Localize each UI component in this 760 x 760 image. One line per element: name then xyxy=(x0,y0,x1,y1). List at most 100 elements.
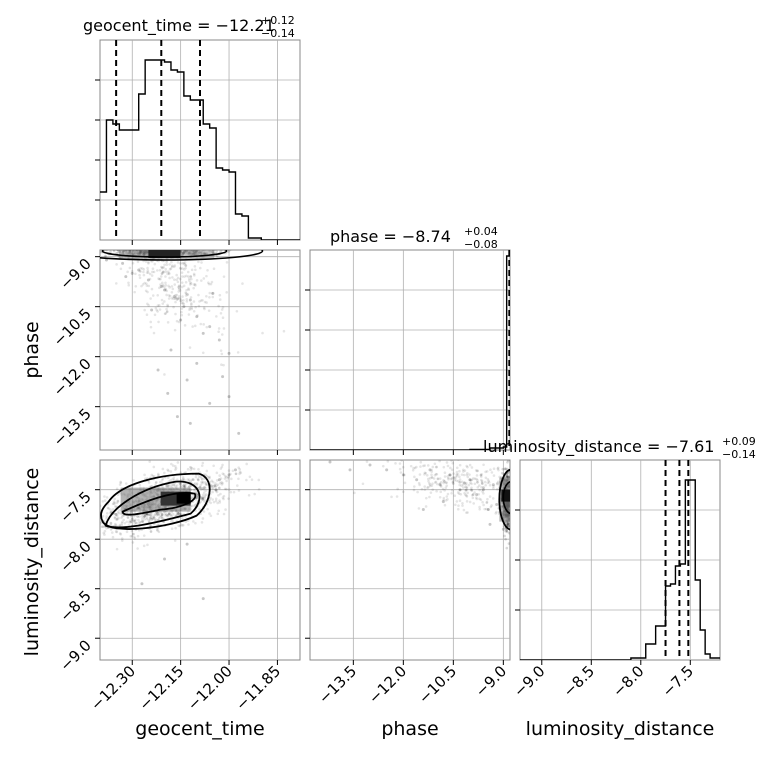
sample-point xyxy=(481,490,484,493)
sample-point xyxy=(192,520,195,523)
sample-point xyxy=(475,496,478,499)
sample-point xyxy=(218,501,222,504)
sample-point xyxy=(205,325,209,329)
sample-point xyxy=(179,512,183,516)
sample-point xyxy=(165,310,169,313)
sample-point xyxy=(174,296,178,300)
sample-point xyxy=(165,514,169,518)
sample-point xyxy=(426,477,430,481)
sample-point xyxy=(138,269,142,273)
contour-line xyxy=(502,480,510,515)
sample-point xyxy=(145,282,148,285)
sample-point xyxy=(152,515,156,518)
sample-point xyxy=(193,265,197,268)
sample-point xyxy=(171,246,174,249)
sample-point xyxy=(165,247,168,250)
sample-point xyxy=(442,496,446,500)
sample-point xyxy=(237,466,241,469)
sample-point xyxy=(182,457,185,460)
sample-point xyxy=(150,473,154,477)
sample-point xyxy=(174,466,178,470)
sample-point xyxy=(205,483,209,486)
x-tick-label: −12.15 xyxy=(135,662,187,714)
sample-point xyxy=(200,464,204,467)
sample-point xyxy=(210,479,214,483)
sample-point xyxy=(170,260,173,264)
sample-point xyxy=(134,284,138,288)
sample-point xyxy=(447,477,450,481)
sample-point xyxy=(148,246,151,249)
sample-point xyxy=(172,295,176,299)
sample-point xyxy=(190,268,194,272)
sample-point xyxy=(165,307,168,311)
sample-point xyxy=(214,499,218,503)
sample-point xyxy=(505,546,509,550)
sample-point xyxy=(426,464,430,467)
sample-point xyxy=(438,483,442,487)
sample-point xyxy=(178,277,182,281)
sample-point xyxy=(162,270,165,273)
sample-point xyxy=(504,537,507,541)
sample-point xyxy=(177,286,181,290)
sample-point xyxy=(166,303,169,307)
sample-point xyxy=(97,250,100,253)
sample-point xyxy=(114,282,118,285)
sample-point xyxy=(132,247,135,250)
sample-point xyxy=(85,526,88,529)
sample-point xyxy=(485,501,489,504)
sample-point xyxy=(192,272,196,276)
sample-point xyxy=(461,483,465,486)
sample-point xyxy=(444,481,448,485)
sample-point xyxy=(179,482,182,486)
sample-point xyxy=(164,270,168,274)
sample-point xyxy=(143,281,146,285)
sample-point xyxy=(115,250,119,251)
sample-point xyxy=(474,469,478,472)
sample-point xyxy=(115,263,118,266)
sample-point xyxy=(217,327,221,330)
sample-point xyxy=(507,542,510,545)
sample-point xyxy=(120,246,123,249)
sample-point xyxy=(135,521,138,525)
sample-point xyxy=(184,294,188,297)
sample-point xyxy=(116,500,120,503)
x-axis-label-geocent-time: geocent_time xyxy=(135,718,264,740)
sample-point xyxy=(190,303,193,307)
sample-point xyxy=(176,512,180,516)
sample-point xyxy=(211,480,215,484)
sample-point xyxy=(186,293,189,297)
sample-point xyxy=(452,477,455,480)
sample-point xyxy=(160,281,164,285)
sample-point xyxy=(178,266,182,270)
sample-point xyxy=(505,529,509,533)
sample-point xyxy=(152,270,156,274)
sample-point xyxy=(184,291,188,294)
sample-point xyxy=(147,518,150,522)
sample-point xyxy=(460,480,464,484)
sample-point xyxy=(113,501,117,505)
sample-point xyxy=(435,472,439,476)
sample-point xyxy=(163,288,167,292)
sample-point xyxy=(176,261,180,264)
sample-point xyxy=(170,462,173,466)
sample-point xyxy=(121,520,124,524)
sample-point xyxy=(96,523,99,526)
sample-point xyxy=(176,280,180,284)
sample-point xyxy=(160,272,164,276)
sample-point xyxy=(209,514,213,518)
sample-point xyxy=(157,513,160,517)
sample-point xyxy=(456,472,460,476)
sample-point xyxy=(167,485,171,488)
sample-point xyxy=(432,452,435,455)
sample-point xyxy=(464,493,467,497)
sample-point xyxy=(168,286,171,289)
sample-point xyxy=(465,488,468,492)
sample-point xyxy=(204,486,207,490)
sample-point xyxy=(220,250,223,252)
sample-point xyxy=(224,508,227,511)
sample-point xyxy=(492,467,496,471)
sample-point xyxy=(150,245,153,248)
sample-point xyxy=(458,475,461,479)
sample-point xyxy=(115,530,119,534)
sample-point xyxy=(455,473,458,476)
